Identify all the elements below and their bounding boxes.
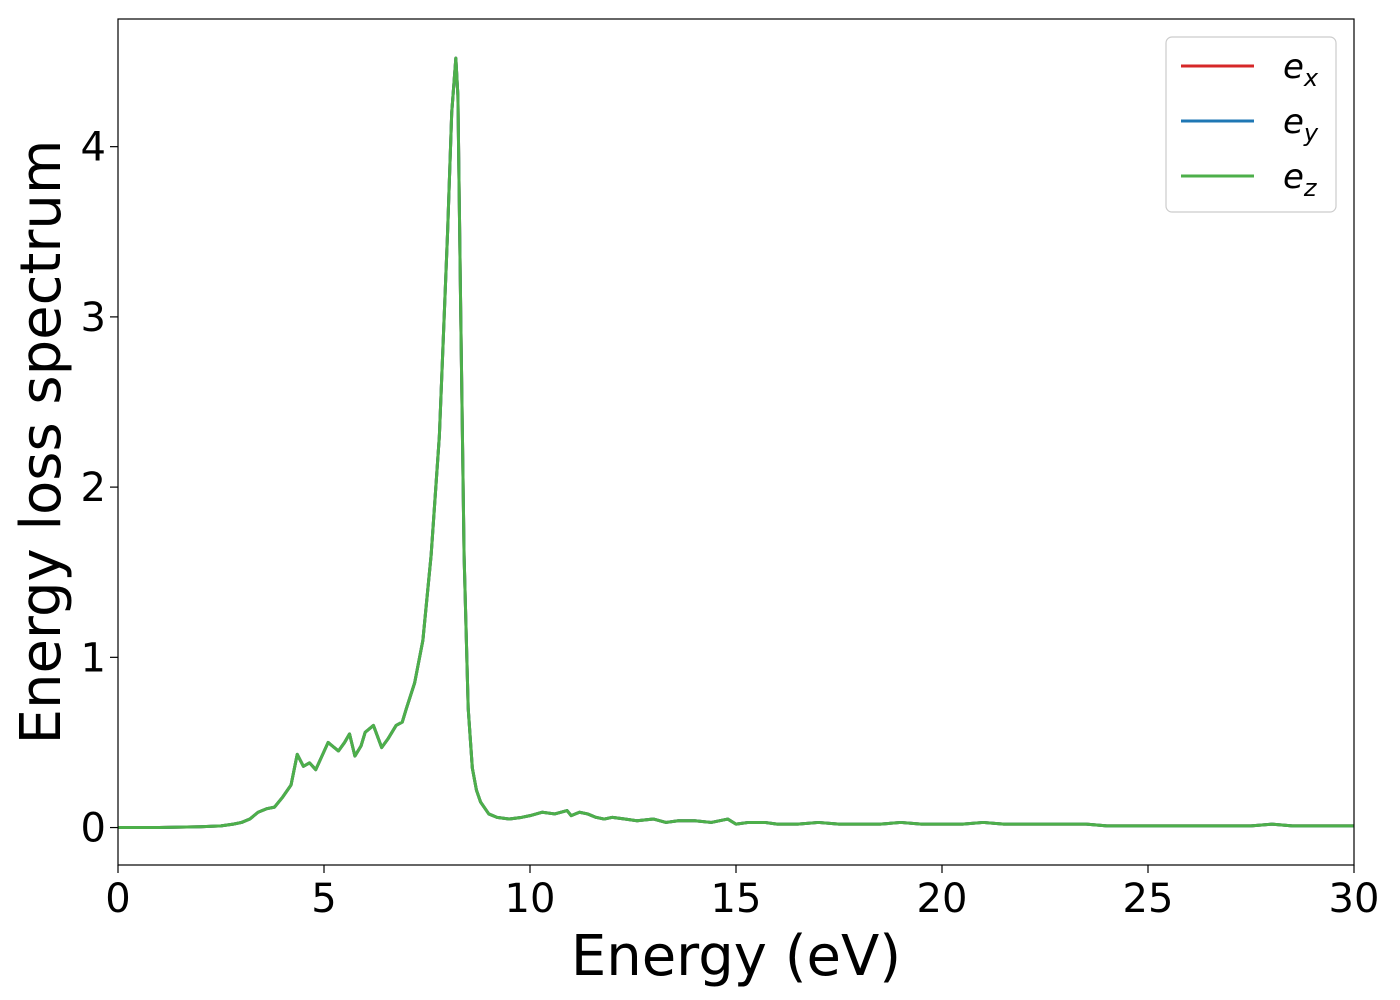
- x-tick-label: 20: [917, 876, 968, 922]
- legend-label-z: ez: [1283, 157, 1318, 202]
- y-axis-ticks: 0 1 2 3 4: [81, 125, 118, 852]
- series-line-z: [118, 56, 1354, 830]
- legend-box: [1165, 36, 1337, 213]
- legend-label-x: ex: [1283, 47, 1319, 92]
- x-tick-label: 25: [1123, 876, 1174, 922]
- y-tick-label: 3: [81, 295, 106, 341]
- series-layer: [118, 56, 1354, 830]
- y-tick-label: 0: [81, 806, 106, 852]
- x-tick-label: 0: [105, 876, 130, 922]
- x-tick-label: 15: [711, 876, 762, 922]
- x-tick-label: 5: [311, 876, 336, 922]
- y-tick-label: 4: [81, 125, 106, 171]
- x-tick-label: 30: [1329, 876, 1380, 922]
- legend-label-y: ey: [1283, 102, 1319, 147]
- y-axis-title: Energy loss spectrum: [9, 140, 74, 745]
- x-axis-ticks: 0 5 10 15 20 25 30: [105, 865, 1379, 922]
- y-tick-label: 1: [81, 635, 106, 681]
- x-axis-title: Energy (eV): [571, 924, 901, 989]
- y-tick-label: 2: [81, 465, 106, 511]
- legend: ex ey ez: [1165, 36, 1337, 213]
- x-tick-label: 10: [505, 876, 556, 922]
